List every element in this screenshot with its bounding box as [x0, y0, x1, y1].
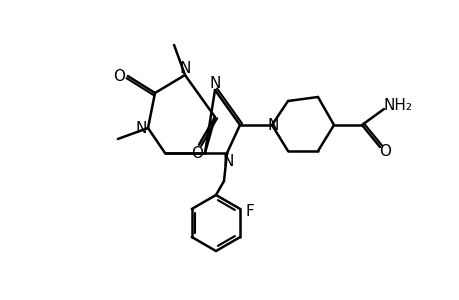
Text: O: O: [378, 143, 390, 158]
Text: N: N: [222, 154, 233, 169]
Text: NH₂: NH₂: [383, 98, 412, 112]
Text: N: N: [135, 121, 146, 136]
Text: O: O: [112, 68, 124, 83]
Text: N: N: [267, 118, 278, 133]
Text: N: N: [179, 61, 190, 76]
Text: F: F: [246, 203, 254, 218]
Text: O: O: [190, 146, 202, 161]
Text: N: N: [209, 76, 220, 91]
